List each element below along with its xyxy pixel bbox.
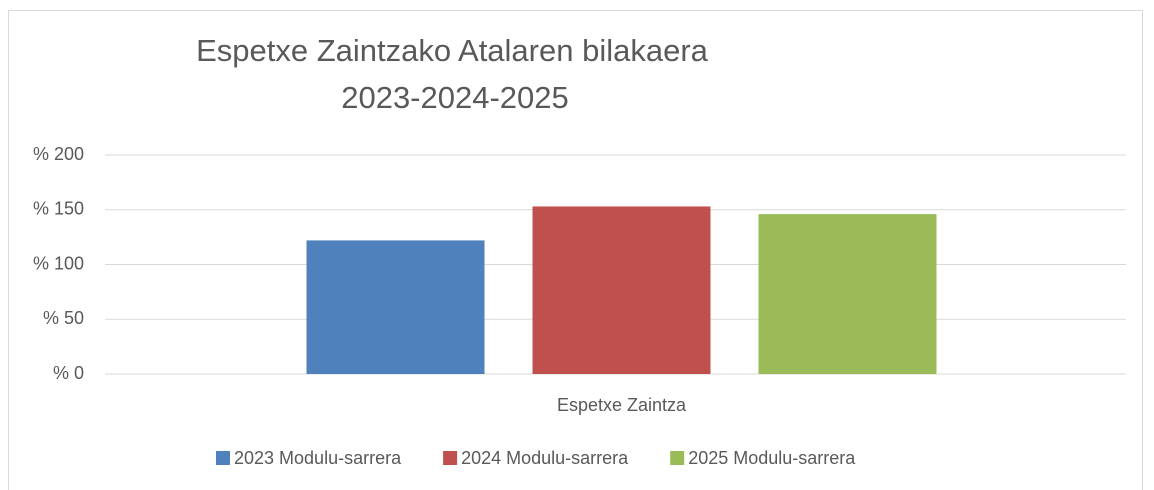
legend-swatch [670,451,685,465]
chart-title: 2023-2024-2025 [341,80,569,115]
y-tick-label: % 200 [33,144,84,164]
y-tick-label: % 150 [33,199,84,219]
bar [758,214,937,374]
bar [532,206,711,374]
chart-title: Espetxe Zaintzako Atalaren bilakaera [196,33,709,68]
legend-label: 2023 Modulu-sarrera [234,448,402,468]
legend-label: 2024 Modulu-sarrera [461,448,629,468]
x-tick-label: Espetxe Zaintza [557,395,687,415]
y-tick-label: % 0 [53,363,84,383]
bar [306,240,485,374]
y-tick-label: % 50 [43,308,84,328]
y-tick-label: % 100 [33,253,84,273]
legend-swatch [443,451,458,465]
legend-swatch [216,451,230,465]
legend-label: 2025 Modulu-sarrera [688,448,856,468]
